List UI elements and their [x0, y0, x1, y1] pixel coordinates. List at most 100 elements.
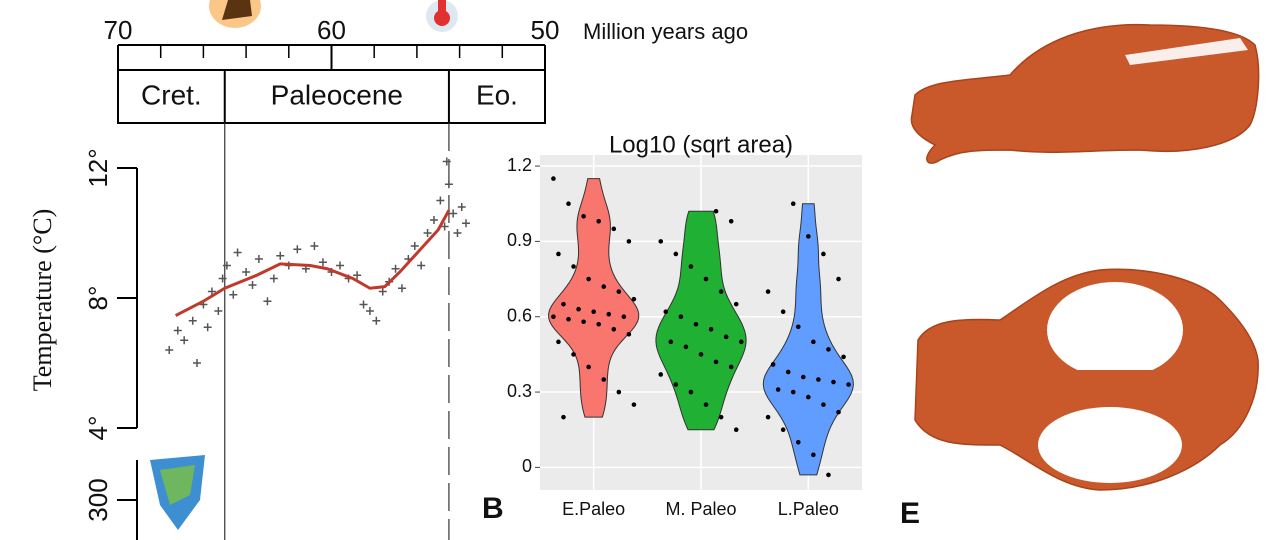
data-point: [626, 239, 632, 244]
data-point: [165, 346, 174, 354]
data-point: [173, 326, 182, 335]
data-point: [601, 284, 607, 289]
period-name: Paleocene: [271, 79, 403, 110]
x-axis-label: Million years ago: [583, 19, 748, 44]
data-point: [631, 296, 637, 302]
data-point: [723, 334, 729, 340]
data-point: [765, 289, 771, 294]
data-point: [229, 290, 238, 299]
data-point: [576, 306, 581, 312]
y-tick-label: 0: [522, 456, 532, 476]
data-point: [703, 276, 709, 282]
y-tick-label: 0.3: [507, 381, 532, 401]
x-tick-label: 70: [104, 15, 133, 45]
data-point: [462, 219, 471, 228]
data-point: [203, 323, 212, 332]
data-point: [606, 311, 612, 317]
data-point: [440, 222, 449, 231]
data-point: [616, 289, 622, 294]
data-point: [728, 364, 734, 370]
data-point: [770, 362, 776, 367]
icon-thermo-bulb: [434, 10, 450, 26]
data-point: [453, 229, 462, 237]
data-point: [806, 234, 811, 239]
chart-title: Log10 (sqrt area): [609, 131, 793, 158]
period-name: Cret.: [141, 79, 202, 110]
violin: [548, 178, 640, 418]
data-point: [222, 261, 231, 270]
skull-bridge: [1060, 370, 1170, 400]
data-point: [663, 309, 669, 315]
data-point: [436, 196, 445, 205]
data-point: [738, 339, 744, 345]
data-point: [621, 314, 627, 320]
data-point: [318, 258, 327, 267]
data-point: [263, 297, 272, 306]
icon-rock: [222, 0, 252, 20]
trend-line: [174, 209, 451, 317]
data-point: [795, 324, 801, 330]
data-point: [571, 352, 576, 357]
y-tick-label: 0.6: [507, 305, 532, 325]
data-point: [254, 255, 263, 263]
data-point: [626, 332, 632, 337]
y-tick-label: 1.2: [507, 155, 532, 175]
data-point: [192, 359, 201, 367]
data-point: [214, 307, 223, 315]
data-point: [423, 229, 432, 237]
data-point: [673, 251, 679, 257]
data-point: [765, 414, 771, 420]
data-point: [365, 307, 374, 315]
data-point: [683, 344, 689, 350]
data-point: [795, 439, 801, 445]
data-point: [310, 242, 319, 250]
period-box: [117, 69, 546, 124]
data-point: [698, 352, 704, 357]
data-point: [780, 309, 786, 315]
data-point: [718, 289, 724, 294]
data-point: [378, 287, 387, 296]
panel-label: E: [900, 497, 920, 530]
violin: [655, 210, 747, 431]
data-point: [816, 377, 821, 382]
data-point: [248, 281, 257, 289]
data-point: [429, 216, 438, 224]
data-point: [242, 268, 251, 276]
y-tick-label: 12°: [83, 148, 113, 187]
data-point: [442, 157, 451, 166]
data-point: [566, 201, 571, 207]
data-point: [591, 309, 596, 315]
period-name: Eo.: [476, 79, 518, 110]
data-point: [269, 274, 278, 283]
data-point: [718, 414, 724, 420]
data-point: [775, 387, 781, 392]
data-point: [551, 314, 556, 320]
data-point: [785, 369, 791, 375]
data-point: [556, 339, 561, 345]
x-tick-label: M. Paleo: [665, 499, 736, 519]
data-point: [596, 321, 601, 327]
data-point: [806, 394, 811, 400]
data-point: [397, 284, 406, 293]
panel-label: B: [482, 492, 504, 525]
data-point: [457, 203, 466, 211]
data-point: [410, 242, 419, 250]
data-point: [359, 300, 368, 309]
skull-orbit-bottom: [1038, 407, 1182, 483]
data-point: [733, 427, 739, 433]
data-point: [556, 251, 561, 257]
data-point: [180, 336, 189, 345]
x-tick-label: 50: [531, 15, 560, 45]
x-tick-label: L.Paleo: [778, 499, 839, 519]
data-point: [703, 402, 709, 407]
data-point: [780, 427, 786, 433]
y-tick-label: 0.9: [507, 230, 532, 250]
data-point: [561, 301, 566, 307]
data-point: [831, 379, 836, 385]
data-point: [846, 382, 851, 387]
data-point: [372, 316, 381, 325]
data-point: [631, 402, 637, 407]
data-point: [826, 472, 831, 478]
data-point: [801, 374, 806, 380]
